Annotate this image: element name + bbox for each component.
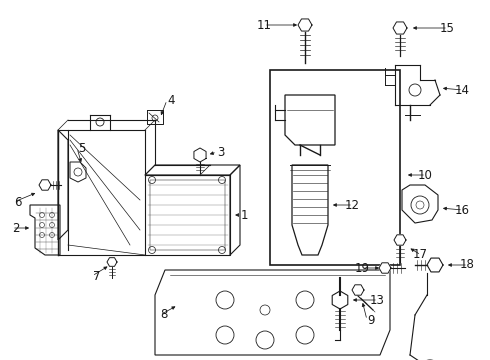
Text: 13: 13 [370, 293, 385, 306]
Text: 4: 4 [168, 94, 175, 107]
Polygon shape [107, 258, 117, 266]
Polygon shape [379, 263, 391, 273]
Text: 7: 7 [93, 270, 100, 283]
Bar [270, 70, 400, 265]
Polygon shape [352, 285, 364, 295]
Text: 6: 6 [15, 195, 22, 208]
Text: 14: 14 [455, 84, 470, 96]
Polygon shape [194, 148, 206, 162]
Text: 18: 18 [460, 258, 475, 271]
Text: 15: 15 [440, 22, 455, 35]
Text: 16: 16 [455, 203, 470, 216]
Text: 10: 10 [418, 168, 433, 181]
Text: 2: 2 [13, 221, 20, 234]
Polygon shape [298, 19, 312, 31]
Text: 1: 1 [241, 208, 248, 221]
Polygon shape [39, 180, 51, 190]
Text: 8: 8 [161, 309, 168, 321]
Polygon shape [394, 235, 406, 245]
Text: 17: 17 [413, 248, 428, 261]
Text: 11: 11 [257, 18, 272, 32]
Polygon shape [427, 258, 443, 272]
Text: 3: 3 [218, 145, 225, 158]
Polygon shape [393, 22, 407, 34]
Text: 9: 9 [368, 314, 375, 327]
Text: 12: 12 [345, 198, 360, 212]
Text: 5: 5 [77, 141, 85, 154]
Text: 19: 19 [355, 261, 370, 274]
